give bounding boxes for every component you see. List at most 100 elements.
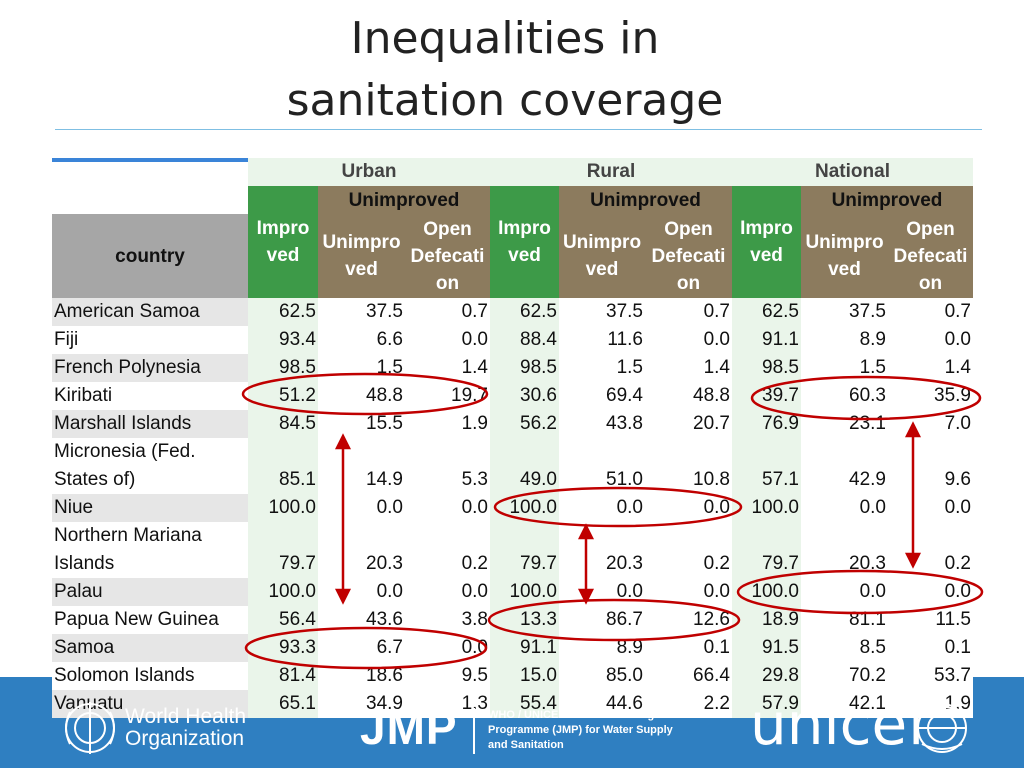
table-row-country: American Samoa xyxy=(52,298,248,326)
table-cell: 65.1 xyxy=(248,690,318,718)
table-cell: 34.9 xyxy=(318,690,405,718)
title-divider xyxy=(55,129,982,130)
table-row-country: Marshall Islands xyxy=(52,410,248,438)
table-cell: 98.5 xyxy=(490,354,559,382)
table-cell: 1.4 xyxy=(405,354,490,382)
table-cell: 9.6 xyxy=(888,438,973,494)
table-cell: 0.0 xyxy=(559,494,645,522)
table-cell: 86.7 xyxy=(559,606,645,634)
open-defecation-header: Open Defecati on xyxy=(405,214,490,298)
table-cell: 48.8 xyxy=(318,382,405,410)
improved-header: Impro ved xyxy=(490,186,559,298)
table-cell: 8.9 xyxy=(801,326,888,354)
table-cell: 7.0 xyxy=(888,410,973,438)
unimproved-group-header: Unimproved xyxy=(559,186,732,214)
table-cell: 0.0 xyxy=(405,634,490,662)
table-cell: 20.3 xyxy=(318,522,405,578)
table-row-country: Niue xyxy=(52,494,248,522)
table-cell: 84.5 xyxy=(248,410,318,438)
jmp-logo-divider xyxy=(473,708,475,754)
table-cell: 37.5 xyxy=(559,298,645,326)
table-cell: 11.6 xyxy=(559,326,645,354)
unimproved-header: Unimpro ved xyxy=(801,214,888,298)
jmp-text-line-3: and Sanitation xyxy=(488,739,564,751)
table-cell: 100.0 xyxy=(248,578,318,606)
group-header-urban: Urban xyxy=(248,158,490,186)
who-text-line-1: World Health xyxy=(125,705,246,728)
table-cell: 42.1 xyxy=(801,690,888,718)
table-cell: 0.2 xyxy=(888,522,973,578)
table-cell: 0.0 xyxy=(405,578,490,606)
table-cell: 79.7 xyxy=(732,522,801,578)
table-cell: 3.8 xyxy=(405,606,490,634)
jmp-text-line-2: Programme (JMP) for Water Supply xyxy=(488,724,673,736)
table-cell: 23.1 xyxy=(801,410,888,438)
table-cell: 0.0 xyxy=(801,494,888,522)
group-header-rural: Rural xyxy=(490,158,732,186)
unicef-logo: unicef xyxy=(750,690,928,758)
table-cell: 81.4 xyxy=(248,662,318,690)
table-cell: 85.1 xyxy=(248,438,318,494)
table-cell: 98.5 xyxy=(248,354,318,382)
table-cell: 15.5 xyxy=(318,410,405,438)
table-cell: 1.4 xyxy=(645,354,732,382)
table-cell: 0.2 xyxy=(645,522,732,578)
table-cell: 48.8 xyxy=(645,382,732,410)
table-cell: 91.1 xyxy=(732,326,801,354)
table-cell: 8.5 xyxy=(801,634,888,662)
table-cell: 79.7 xyxy=(490,522,559,578)
table-cell: 81.1 xyxy=(801,606,888,634)
table-row-country: Palau xyxy=(52,578,248,606)
table-cell: 0.1 xyxy=(645,634,732,662)
who-text-line-2: Organization xyxy=(125,727,245,750)
table-cell: 49.0 xyxy=(490,438,559,494)
group-header-national: National xyxy=(732,158,973,186)
table-cell: 0.0 xyxy=(645,326,732,354)
table-cell: 93.4 xyxy=(248,326,318,354)
table-row-country: Solomon Islands xyxy=(52,662,248,690)
jmp-text-line-1: WHO / UNICEF Joint Monitoring xyxy=(488,709,655,721)
table-cell: 62.5 xyxy=(732,298,801,326)
table-cell: 60.3 xyxy=(801,382,888,410)
table-cell: 98.5 xyxy=(732,354,801,382)
improved-header: Impro ved xyxy=(732,186,801,298)
table-cell: 20.3 xyxy=(801,522,888,578)
table-cell: 76.9 xyxy=(732,410,801,438)
table-cell: 0.0 xyxy=(888,494,973,522)
slide-title: Inequalities in sanitation coverage xyxy=(0,8,1010,132)
table-cell: 53.7 xyxy=(888,662,973,690)
table-cell: 29.8 xyxy=(732,662,801,690)
table-cell: 43.6 xyxy=(318,606,405,634)
table-cell: 0.0 xyxy=(888,578,973,606)
table-cell: 91.1 xyxy=(490,634,559,662)
jmp-description: WHO / UNICEF Joint Monitoring Programme … xyxy=(488,708,673,753)
table-cell: 0.0 xyxy=(559,578,645,606)
table-row-country: Fiji xyxy=(52,326,248,354)
table-cell: 100.0 xyxy=(732,578,801,606)
table-cell: 66.4 xyxy=(645,662,732,690)
unimproved-header: Unimpro ved xyxy=(318,214,405,298)
table-cell: 0.2 xyxy=(405,522,490,578)
table-row-country: Samoa xyxy=(52,634,248,662)
table-cell: 18.9 xyxy=(732,606,801,634)
table-cell: 0.0 xyxy=(318,494,405,522)
table-cell: 42.9 xyxy=(801,438,888,494)
table-cell: 37.5 xyxy=(318,298,405,326)
table-cell: 100.0 xyxy=(732,494,801,522)
table-row-country: Northern Mariana Islands xyxy=(52,522,248,578)
table-cell: 14.9 xyxy=(318,438,405,494)
open-defecation-header: Open Defecati on xyxy=(645,214,732,298)
table-cell: 0.0 xyxy=(888,326,973,354)
table-cell: 43.8 xyxy=(559,410,645,438)
table-cell: 18.6 xyxy=(318,662,405,690)
table-cell: 9.5 xyxy=(405,662,490,690)
open-defecation-header: Open Defecati on xyxy=(888,214,973,298)
table-cell: 0.1 xyxy=(888,634,973,662)
table-cell: 0.0 xyxy=(645,494,732,522)
table-cell: 0.7 xyxy=(645,298,732,326)
table-cell: 85.0 xyxy=(559,662,645,690)
table-cell: 0.0 xyxy=(405,326,490,354)
table-row-country: French Polynesia xyxy=(52,354,248,382)
table-cell: 100.0 xyxy=(490,578,559,606)
table-cell: 2.2 xyxy=(645,690,732,718)
